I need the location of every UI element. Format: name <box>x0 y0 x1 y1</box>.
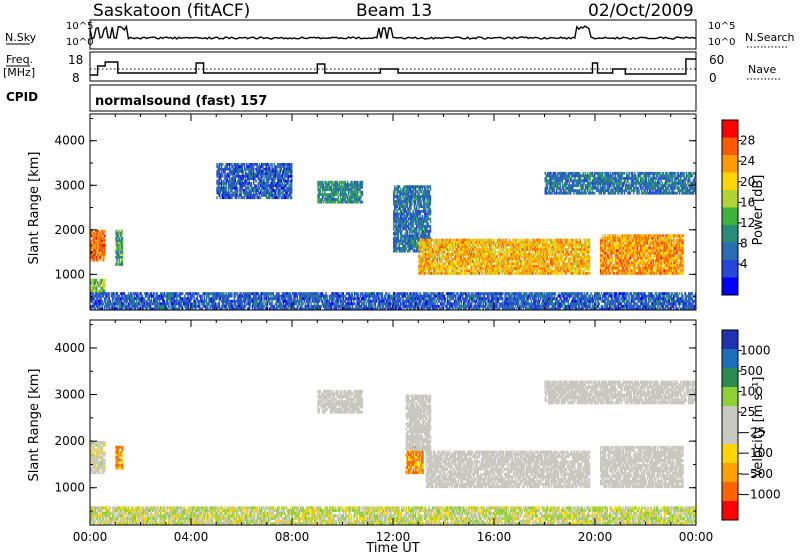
nave-tick-top: 60 <box>709 53 725 67</box>
nave-tick-bottom: 0 <box>709 71 717 85</box>
xtick-label: 12:00 <box>376 530 411 544</box>
ytick-label: 4000 <box>54 341 85 355</box>
nsearch-label: N.Search <box>745 31 795 44</box>
station-title: Saskatoon (fitACF) <box>93 1 251 21</box>
nsearch-tick-bottom: 10^0 <box>708 37 736 48</box>
freq-unit: [MHz] <box>3 66 36 79</box>
data-region-3 <box>216 163 293 200</box>
xtick-label: 08:00 <box>275 530 310 544</box>
power-panel-ylabel: Slant Range [km] <box>27 152 42 265</box>
colorbar-tick-label: 28 <box>740 134 755 148</box>
colorbar-swatch <box>722 120 738 138</box>
frequency-trace <box>90 58 696 76</box>
data-region-5 <box>600 445 684 489</box>
colorbar-swatch <box>722 463 738 483</box>
ytick-label: 3000 <box>54 388 85 402</box>
nsky-tick-top: 10^5 <box>66 21 94 32</box>
colorbar-tick-label: −100 <box>740 446 773 460</box>
colorbar-tick-label: 25 <box>740 405 755 419</box>
colorbar-tick-label: 24 <box>740 154 755 168</box>
time-axis-label: Time UT <box>365 541 419 554</box>
freq-tick-bottom: 8 <box>72 71 80 85</box>
power-colorbar-label: Power [dB] <box>751 175 766 246</box>
data-region-1 <box>90 278 106 293</box>
data-region-9 <box>90 292 697 311</box>
date-label: 02/Oct/2009 <box>588 1 694 21</box>
colorbar-swatch <box>722 260 738 278</box>
colorbar-swatch <box>722 501 738 521</box>
xtick-label: 16:00 <box>477 530 512 544</box>
data-region-4 <box>317 180 364 204</box>
colorbar-tick-label: 12 <box>740 216 755 230</box>
data-region-2 <box>115 229 124 266</box>
ytick-label: 3000 <box>54 178 85 192</box>
data-region-0 <box>90 229 106 262</box>
colorbar-swatch <box>722 444 738 464</box>
data-region-7 <box>600 234 684 275</box>
colorbar-swatch <box>722 277 738 296</box>
colorbar-swatch <box>722 225 738 243</box>
xtick-label: 04:00 <box>174 530 209 544</box>
velocity-panel-frame <box>89 319 697 526</box>
colorbar-tick-label: −1000 <box>740 487 781 501</box>
colorbar-tick-label: 16 <box>740 195 755 209</box>
colorbar-swatch <box>722 190 738 208</box>
colorbar-tick-label: 4 <box>740 257 748 271</box>
data-region-1 <box>115 445 124 470</box>
cpid-value: normalsound (fast) 157 <box>95 94 268 109</box>
colorbar-swatch <box>722 425 738 445</box>
colorbar-swatch <box>722 330 738 350</box>
colorbar-swatch <box>722 155 738 173</box>
nsearch-tick-top: 10^5 <box>708 21 736 32</box>
velocity-panel-ylabel: Slant Range [km] <box>27 369 42 482</box>
colorbar-tick-label: 500 <box>740 364 763 378</box>
colorbar-tick-label: 8 <box>740 237 748 251</box>
colorbar-swatch <box>722 207 738 226</box>
data-region-0 <box>90 441 106 475</box>
xtick-label: 00:00 <box>73 530 108 544</box>
xtick-label: 20:00 <box>578 530 613 544</box>
colorbar-swatch <box>722 137 738 156</box>
data-region-6 <box>418 238 591 275</box>
data-region-3 <box>405 394 432 451</box>
ytick-label: 4000 <box>54 134 85 148</box>
colorbar-swatch <box>722 482 738 502</box>
cpid-panel-frame <box>89 84 697 112</box>
colorbar-swatch <box>722 368 738 388</box>
nsky-panel-frame <box>89 19 697 50</box>
colorbar-swatch <box>722 406 738 426</box>
colorbar-swatch <box>722 172 738 191</box>
freq-label: Freq. <box>6 53 34 66</box>
data-region-6 <box>317 389 364 414</box>
ytick-label: 2000 <box>54 223 85 237</box>
nsky-tick-bottom: 10^0 <box>66 37 94 48</box>
colorbar-swatch <box>722 387 738 407</box>
colorbar-swatch <box>722 242 738 261</box>
freq-panel-frame <box>89 51 697 82</box>
colorbar-tick-label: 1000 <box>740 344 771 358</box>
colorbar-swatch <box>722 349 738 369</box>
freq-tick-top: 18 <box>68 53 84 67</box>
beam-label: Beam 13 <box>356 1 433 21</box>
cpid-label: CPID <box>6 90 39 104</box>
colorbar-tick-label: 100 <box>740 385 763 399</box>
colorbar-tick-label: 20 <box>740 175 755 189</box>
colorbar-tick-label: −500 <box>740 467 773 481</box>
nsky-trace <box>89 24 697 40</box>
nave-label: Nave <box>748 63 777 76</box>
data-region-7 <box>544 380 697 405</box>
nsky-label: N.Sky <box>5 31 37 44</box>
ytick-label: 2000 <box>54 434 85 448</box>
velocity-colorbar-label: Velocity [m s⁻¹] <box>751 377 766 478</box>
data-region-8 <box>544 171 697 195</box>
xtick-label: 00:00 <box>679 530 714 544</box>
ytick-label: 1000 <box>54 481 85 495</box>
data-region-4 <box>425 450 591 489</box>
colorbar-tick-label: −25 <box>740 426 765 440</box>
ytick-label: 1000 <box>54 267 85 281</box>
